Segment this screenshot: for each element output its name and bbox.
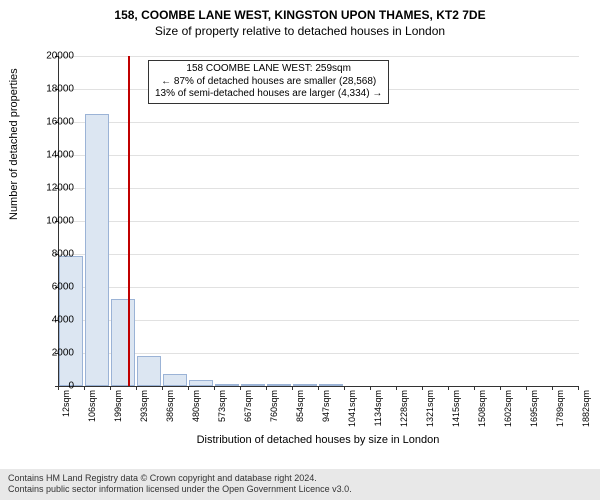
ytick-label: 8000 xyxy=(34,249,74,260)
histogram-bar xyxy=(241,384,265,386)
xtick-mark xyxy=(344,386,345,390)
xtick-mark xyxy=(500,386,501,390)
chart-title-sub: Size of property relative to detached ho… xyxy=(0,22,600,38)
xtick-label: 199sqm xyxy=(113,390,123,432)
histogram-bar xyxy=(293,384,317,386)
histogram-bar xyxy=(85,114,109,386)
ytick-label: 16000 xyxy=(34,117,74,128)
histogram-bar xyxy=(215,384,239,386)
y-axis-label: Number of detached properties xyxy=(8,68,20,220)
annotation-line-2: ← 87% of detached houses are smaller (28… xyxy=(155,76,382,89)
xtick-label: 1602sqm xyxy=(503,390,513,432)
xtick-mark xyxy=(266,386,267,390)
xtick-label: 760sqm xyxy=(269,390,279,432)
xtick-label: 1041sqm xyxy=(347,390,357,432)
xtick-mark xyxy=(110,386,111,390)
xtick-label: 106sqm xyxy=(87,390,97,432)
xtick-label: 947sqm xyxy=(321,390,331,432)
ytick-label: 20000 xyxy=(34,51,74,62)
gridline xyxy=(59,188,579,190)
xtick-mark xyxy=(136,386,137,390)
histogram-bar xyxy=(267,384,291,386)
ytick-label: 6000 xyxy=(34,282,74,293)
histogram-bar xyxy=(319,384,343,386)
xtick-mark xyxy=(188,386,189,390)
xtick-label: 1508sqm xyxy=(477,390,487,432)
xtick-mark xyxy=(474,386,475,390)
footer: Contains HM Land Registry data © Crown c… xyxy=(0,469,600,500)
xtick-mark xyxy=(448,386,449,390)
ytick-label: 2000 xyxy=(34,348,74,359)
xtick-mark xyxy=(214,386,215,390)
xtick-label: 1415sqm xyxy=(451,390,461,432)
ytick-label: 4000 xyxy=(34,315,74,326)
gridline xyxy=(59,353,579,355)
plot-frame xyxy=(58,56,579,387)
ytick-label: 12000 xyxy=(34,183,74,194)
xtick-label: 573sqm xyxy=(217,390,227,432)
xtick-label: 480sqm xyxy=(191,390,201,432)
xtick-label: 1789sqm xyxy=(555,390,565,432)
gridline xyxy=(59,155,579,157)
xtick-mark xyxy=(84,386,85,390)
gridline xyxy=(59,221,579,223)
xtick-label: 293sqm xyxy=(139,390,149,432)
histogram-bar xyxy=(163,374,187,386)
xtick-mark xyxy=(240,386,241,390)
ytick-label: 18000 xyxy=(34,84,74,95)
xtick-mark xyxy=(422,386,423,390)
histogram-bar xyxy=(189,380,213,386)
xtick-label: 854sqm xyxy=(295,390,305,432)
xtick-mark xyxy=(318,386,319,390)
gridline xyxy=(59,287,579,289)
xtick-mark xyxy=(162,386,163,390)
ytick-label: 14000 xyxy=(34,150,74,161)
gridline xyxy=(59,320,579,322)
ytick-label: 0 xyxy=(34,381,74,392)
annotation-line-1: 158 COOMBE LANE WEST: 259sqm xyxy=(155,63,382,76)
footer-line-1: Contains HM Land Registry data © Crown c… xyxy=(8,473,592,485)
x-axis-label: Distribution of detached houses by size … xyxy=(58,434,578,446)
xtick-mark xyxy=(578,386,579,390)
annotation-line-3: 13% of semi-detached houses are larger (… xyxy=(155,88,382,101)
xtick-mark xyxy=(370,386,371,390)
xtick-mark xyxy=(552,386,553,390)
xtick-label: 12sqm xyxy=(61,390,71,432)
xtick-mark xyxy=(526,386,527,390)
xtick-label: 386sqm xyxy=(165,390,175,432)
xtick-label: 1228sqm xyxy=(399,390,409,432)
annotation-box: 158 COOMBE LANE WEST: 259sqm ← 87% of de… xyxy=(148,60,389,104)
histogram-bar xyxy=(111,299,135,386)
xtick-mark xyxy=(292,386,293,390)
gridline xyxy=(59,122,579,124)
gridline xyxy=(59,254,579,256)
xtick-label: 667sqm xyxy=(243,390,253,432)
chart-container: 158, COOMBE LANE WEST, KINGSTON UPON THA… xyxy=(0,0,600,500)
chart-title-main: 158, COOMBE LANE WEST, KINGSTON UPON THA… xyxy=(0,0,600,22)
xtick-label: 1882sqm xyxy=(581,390,591,432)
plot-area: 158 COOMBE LANE WEST: 259sqm ← 87% of de… xyxy=(58,56,578,386)
xtick-label: 1695sqm xyxy=(529,390,539,432)
gridline xyxy=(59,56,579,58)
xtick-mark xyxy=(396,386,397,390)
ytick-label: 10000 xyxy=(34,216,74,227)
xtick-label: 1134sqm xyxy=(373,390,383,432)
histogram-bar xyxy=(137,356,161,386)
footer-line-2: Contains public sector information licen… xyxy=(8,484,592,496)
reference-line xyxy=(128,56,130,386)
xtick-label: 1321sqm xyxy=(425,390,435,432)
